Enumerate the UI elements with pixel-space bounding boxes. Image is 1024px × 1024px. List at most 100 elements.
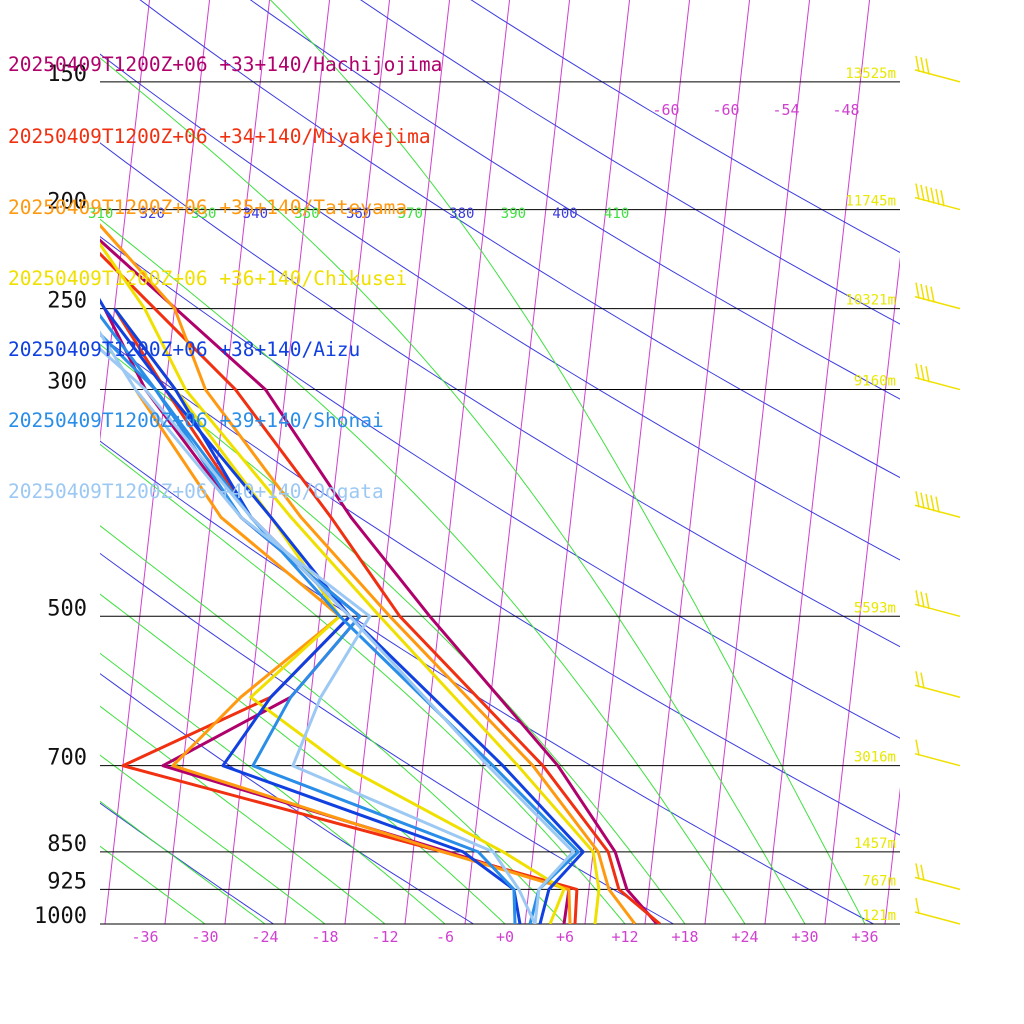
isotherm-line bbox=[704, 0, 811, 924]
temperature-tick-label: +24 bbox=[731, 928, 758, 946]
sounding-profiles bbox=[100, 223, 661, 924]
moist-adiabat-line bbox=[100, 593, 506, 924]
legend-entry-tateyama: 20250409T1200Z+06 +35+140/Tateyama bbox=[8, 195, 408, 219]
wind-barb-flag bbox=[915, 183, 920, 200]
pressure-label: 1000 bbox=[34, 904, 87, 929]
wind-barb-flag bbox=[915, 671, 920, 688]
temperature-axis-labels: -36 -30 -24 -18 -12 -6 +0 +6 +12 +18 +24 +30 +36 bbox=[131, 928, 878, 946]
upper-isotherm-label: -60 bbox=[652, 101, 679, 119]
wind-barb-flag bbox=[915, 590, 920, 607]
moist-adiabat-line bbox=[100, 845, 206, 924]
dry-adiabat-line bbox=[100, 673, 474, 924]
wind-barb-flag bbox=[915, 897, 920, 915]
temperature-tick-label: +30 bbox=[791, 928, 818, 946]
wind-barb-flag bbox=[925, 493, 930, 511]
pressure-label: 300 bbox=[47, 370, 87, 395]
geopotential-height-label: 767m bbox=[862, 873, 896, 889]
temperature-tick-label: -18 bbox=[311, 928, 338, 946]
isotherm-line bbox=[464, 0, 571, 924]
wind-barbs bbox=[914, 55, 961, 925]
wind-barb bbox=[914, 671, 961, 698]
wind-barb-flag bbox=[915, 491, 920, 508]
moist-adiabat-line bbox=[100, 343, 686, 924]
temperature-tick-label: +6 bbox=[556, 928, 574, 946]
wind-barb-flag bbox=[940, 190, 945, 207]
wind-barb-flag bbox=[915, 55, 920, 73]
mixing-ratio-labels: -60 -60 -54 -48 bbox=[652, 101, 859, 119]
moist-adiabat-line bbox=[269, 0, 866, 924]
wind-barb-staff bbox=[914, 684, 961, 698]
chart-legend: 20250409T1200Z+06 +33+140/Hachijojima 20… bbox=[8, 6, 442, 527]
wind-barb bbox=[914, 863, 961, 891]
upper-isotherm-label: -54 bbox=[772, 101, 799, 119]
wind-barb-flag bbox=[930, 187, 935, 204]
wind-barb-flag bbox=[925, 186, 930, 203]
dewpoint-profile-line bbox=[134, 388, 572, 924]
moist-adiabat-line bbox=[100, 57, 806, 924]
theta-label: 320 bbox=[140, 206, 165, 222]
geopotential-height-label: 1457m bbox=[854, 836, 896, 852]
wind-barb-staff bbox=[914, 196, 961, 211]
legend-entry-miyakejima: 20250409T1200Z+06 +34+140/Miyakejima bbox=[8, 124, 431, 148]
moist-adiabat-line bbox=[100, 705, 386, 924]
isotherm-line bbox=[945, 0, 1024, 924]
wind-barb-flag bbox=[920, 864, 925, 881]
wind-barb-staff bbox=[914, 876, 961, 891]
isotherm-line bbox=[884, 786, 900, 924]
legend-entry-aizu: 20250409T1200Z+06 +38+140/Aizu bbox=[8, 337, 361, 361]
dry-adiabat-line bbox=[100, 552, 674, 924]
wind-barb-flag bbox=[925, 58, 930, 75]
geopotential-height-label: 13525m bbox=[845, 66, 896, 82]
pressure-axis-labels: 1001502002503005007008509251000 bbox=[34, 62, 87, 929]
moist-adiabat-line bbox=[100, 218, 746, 924]
wind-barb bbox=[914, 897, 961, 925]
theta-label: 330 bbox=[191, 206, 216, 222]
height-labels: 16043m13525m11745m10321m9160m5593m3016m1… bbox=[845, 66, 896, 924]
wind-barb-staff bbox=[914, 376, 961, 391]
isotherm-line bbox=[764, 0, 871, 924]
temperature-profile-line bbox=[100, 223, 637, 924]
temperature-profile-line bbox=[100, 347, 575, 924]
wind-barb-flag bbox=[930, 286, 935, 303]
wind-barb-flag bbox=[920, 672, 925, 689]
temperature-profile-line bbox=[100, 238, 659, 924]
wind-barb-flag bbox=[915, 863, 920, 880]
dewpoint-profile-line bbox=[113, 307, 522, 924]
geopotential-height-label: 11745m bbox=[845, 194, 896, 210]
theta-label: 390 bbox=[501, 206, 526, 222]
theta-labels: 310 320 330 340 350 360 370 380 390 400 410 bbox=[88, 206, 629, 222]
wind-barb-flag bbox=[920, 184, 925, 202]
wind-barb-staff bbox=[914, 69, 961, 83]
wind-barb-flag bbox=[925, 592, 930, 610]
temperature-tick-label: -30 bbox=[191, 928, 218, 946]
temperature-tick-label: -12 bbox=[371, 928, 398, 946]
wind-barb bbox=[914, 590, 961, 618]
theta-label: 380 bbox=[449, 206, 474, 222]
geopotential-height-label: 10321m bbox=[845, 293, 896, 309]
legend-entry-shonai: 20250409T1200Z+06 +39+140/Shonai bbox=[8, 408, 384, 432]
theta-label: 370 bbox=[398, 206, 423, 222]
upper-isotherm-label: -48 bbox=[832, 101, 859, 119]
wind-barb-flag bbox=[915, 282, 920, 299]
wind-barb-staff bbox=[914, 752, 961, 767]
wind-barb bbox=[914, 183, 961, 211]
wind-barb-flag bbox=[915, 363, 920, 380]
temperature-tick-label: +12 bbox=[611, 928, 638, 946]
pressure-label: 250 bbox=[47, 289, 87, 314]
wind-barb-flag bbox=[915, 739, 920, 756]
wind-barb-flag bbox=[935, 496, 940, 513]
geopotential-height-label: 9160m bbox=[854, 374, 896, 390]
geopotential-height-label: 5593m bbox=[854, 600, 896, 616]
pressure-label: 150 bbox=[47, 62, 87, 87]
wind-barb-flag bbox=[930, 495, 935, 512]
theta-label: 350 bbox=[294, 206, 319, 222]
pressure-label: 850 bbox=[47, 832, 87, 857]
legend-entry-hachijojima: 20250409T1200Z+06 +33+140/Hachijojima bbox=[8, 53, 443, 77]
temperature-profile-line bbox=[100, 241, 601, 924]
dewpoint-profile-line bbox=[100, 313, 517, 924]
theta-label: 340 bbox=[243, 206, 268, 222]
moist-adiabat-line bbox=[100, 800, 266, 924]
temperature-tick-label: +0 bbox=[496, 928, 514, 946]
legend-entry-oogata: 20250409T1200Z+06 +40+140/Oogata bbox=[8, 480, 384, 504]
